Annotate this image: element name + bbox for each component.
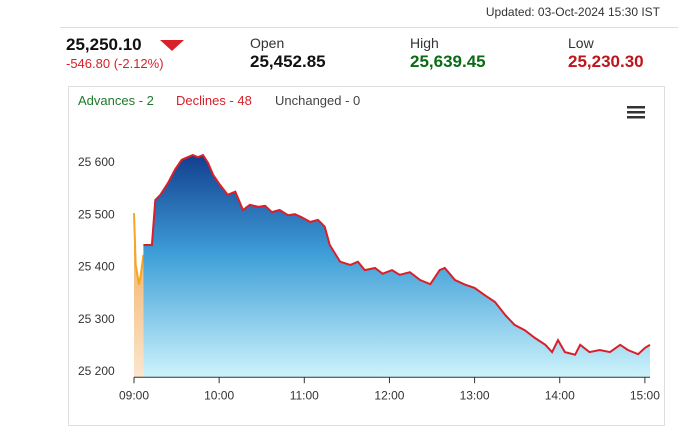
advances: Advances - 2 [78, 93, 154, 108]
stat-label: Low [568, 35, 594, 51]
stat-label: High [410, 35, 439, 51]
menu-icon[interactable] [627, 106, 645, 119]
price-change: -546.80 (-2.12%) [66, 56, 164, 71]
x-tick-label: 13:00 [460, 388, 490, 402]
area [134, 213, 144, 378]
last-price: 25,250.10 [66, 35, 142, 54]
x-tick-label: 14:00 [545, 388, 575, 402]
line [143, 153, 651, 356]
y-tick-label: 25 600 [78, 155, 115, 169]
y-tick-label: 25 400 [78, 260, 115, 274]
y-tick-label: 25 300 [78, 312, 115, 326]
x-tick-label: 11:00 [290, 388, 319, 402]
x-tick-label: 12:00 [374, 388, 404, 402]
stat-value: 25,452.85 [250, 52, 326, 71]
x-tick-label: 15:00 [630, 388, 660, 402]
stat-value: 25,230.30 [568, 52, 644, 71]
declines: Declines - 48 [176, 93, 252, 108]
line [133, 213, 145, 285]
updated-time: Updated: 03-Oct-2024 15:30 IST [485, 5, 660, 19]
divider [60, 27, 678, 28]
x-tick-label: 10:00 [204, 388, 234, 402]
y-tick-label: 25 500 [78, 207, 115, 221]
unchanged: Unchanged - 0 [275, 93, 361, 108]
y-tick-label: 25 200 [78, 364, 115, 378]
x-tick-label: 09:00 [119, 388, 149, 402]
stat-label: Open [250, 35, 285, 51]
area [143, 155, 650, 378]
down-arrow [160, 40, 184, 51]
stat-value: 25,639.45 [410, 52, 486, 71]
